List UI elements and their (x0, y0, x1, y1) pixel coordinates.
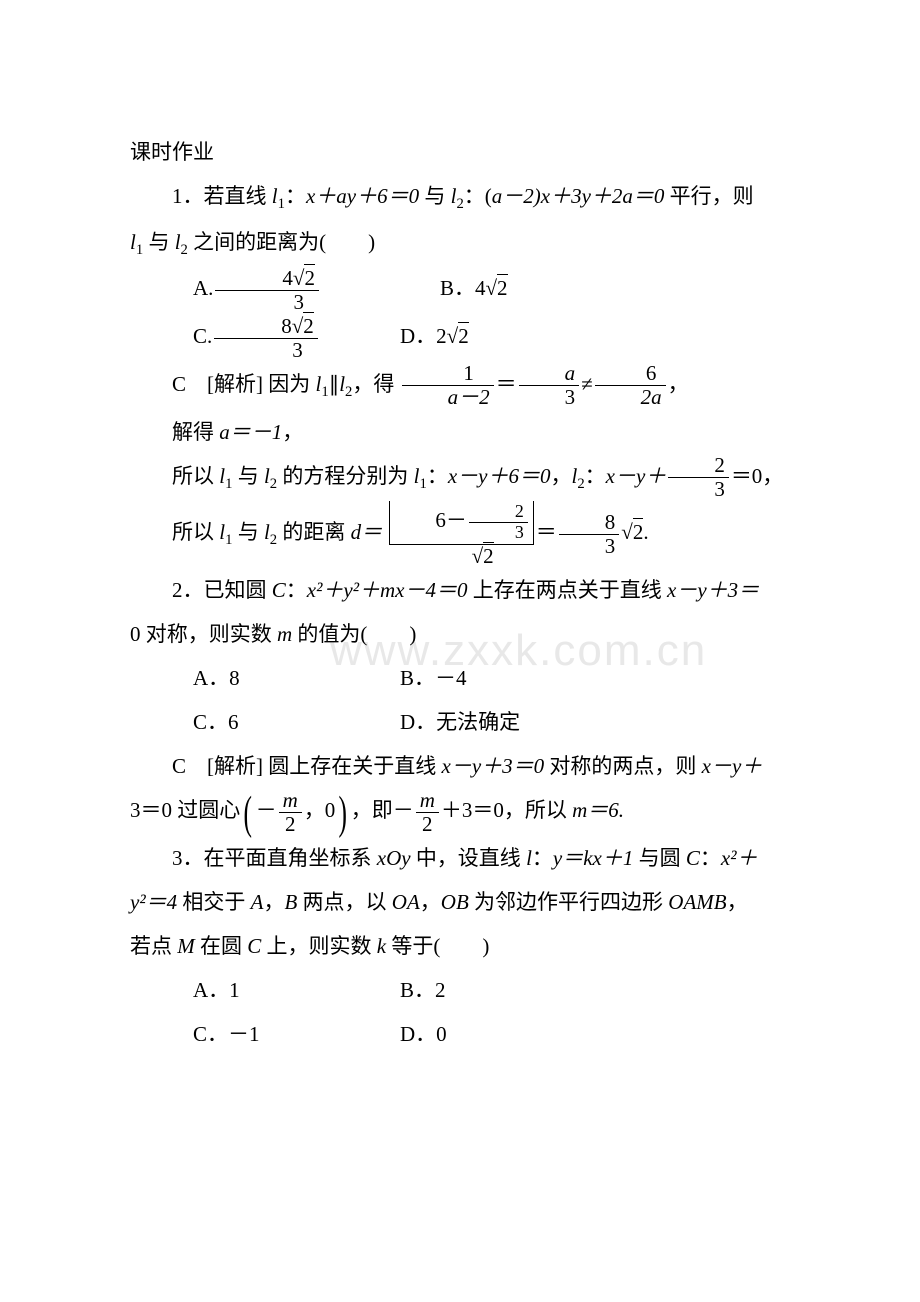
q2-stem-line2: 0 对称，则实数 m 的值为( ) (130, 612, 810, 656)
q1-option-c: C.8√23 (130, 314, 400, 362)
q2-option-a: A．8 (130, 656, 400, 700)
q3-options-row1: A．1 B．2 (130, 968, 810, 1012)
q1-stem: 1．若直线 l1：x＋ay＋6＝0 与 l2：(a－2)x＋3y＋2a＝0 平行… (130, 174, 810, 220)
header-title: 课时作业 (130, 130, 810, 174)
q1-option-a: A.4√23 (130, 266, 440, 314)
q1-analysis-3: 所以 l1 与 l2 的方程分别为 l1：x－y＋6＝0，l2：x－y＋23＝0… (130, 454, 810, 502)
q2-option-c: C．6 (130, 700, 400, 744)
q3-option-a: A．1 (130, 968, 400, 1012)
q1-stem-line2: l1 与 l2 之间的距离为( ) (130, 220, 810, 266)
q2-analysis-1: C [解析] 圆上存在关于直线 x－y＋3＝0 对称的两点，则 x－y＋ (130, 744, 810, 788)
q3-option-d: D．0 (400, 1012, 810, 1056)
q3-stem: 3．在平面直角坐标系 xOy 中，设直线 l：y＝kx＋1 与圆 C：x²＋ (130, 836, 810, 880)
q1-analysis-1: C [解析] 因为 l1∥l2，得 1a－2＝a3≠62a， (130, 362, 810, 410)
q3-options-row2: C．－1 D．0 (130, 1012, 810, 1056)
q1-option-d: D．2√2 (400, 314, 810, 362)
q3-stem-line3: 若点 M 在圆 C 上，则实数 k 等于( ) (130, 924, 810, 968)
q2-options-row2: C．6 D．无法确定 (130, 700, 810, 744)
q2-option-b: B．－4 (400, 656, 810, 700)
q3-option-b: B．2 (400, 968, 810, 1012)
q1-options-row2: C.8√23 D．2√2 (130, 314, 810, 362)
q1-analysis-4: 所以 l1 与 l2 的距离 d＝ 6－23 √2 ＝83√2. (130, 501, 810, 567)
q1-options-row1: A.4√23 B．4√2 (130, 266, 810, 314)
document-body: 课时作业 1．若直线 l1：x＋ay＋6＝0 与 l2：(a－2)x＋3y＋2a… (130, 130, 810, 1057)
q2-option-d: D．无法确定 (400, 700, 810, 744)
q2-stem: 2．已知圆 C：x²＋y²＋mx－4＝0 上存在两点关于直线 x－y＋3＝ (130, 568, 810, 612)
q2-analysis-2: 3＝0 过圆心(－m2，0)，即－m2＋3＝0，所以 m＝6. (130, 788, 810, 836)
q1-option-b: B．4√2 (440, 266, 810, 314)
q3-option-c: C．－1 (130, 1012, 400, 1056)
q2-options-row1: A．8 B．－4 (130, 656, 810, 700)
q1-analysis-2: 解得 a＝－1， (130, 410, 810, 454)
q3-stem-line2: y²＝4 相交于 A，B 两点，以 OA，OB 为邻边作平行四边形 OAMB， (130, 880, 810, 924)
